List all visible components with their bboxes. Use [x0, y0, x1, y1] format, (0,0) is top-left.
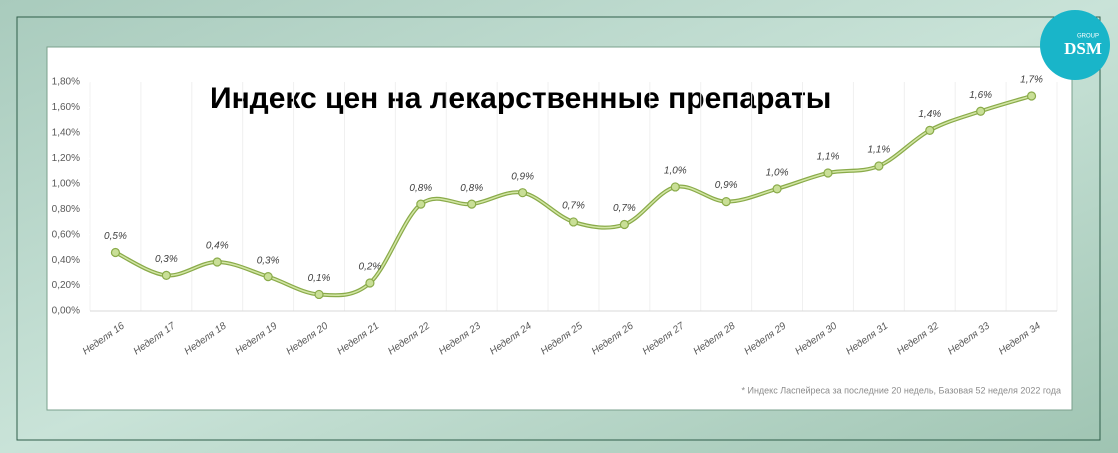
- data-label: 0,7%: [613, 203, 636, 214]
- marker: [670, 182, 680, 192]
- marker: [568, 217, 579, 227]
- logo-text: DSM: [1064, 39, 1102, 58]
- data-label: 0,9%: [511, 171, 534, 182]
- y-tick-label: 1,00%: [52, 178, 80, 189]
- data-label: 1,0%: [766, 168, 789, 179]
- marker: [874, 161, 884, 171]
- data-label: 0,4%: [206, 241, 229, 252]
- y-tick-label: 1,40%: [52, 128, 80, 139]
- y-tick-label: 1,60%: [52, 102, 80, 113]
- marker: [314, 289, 324, 300]
- marker: [721, 196, 731, 207]
- y-tick-label: 0,20%: [52, 280, 80, 291]
- y-tick-label: 0,80%: [52, 204, 80, 215]
- marker: [823, 168, 833, 178]
- marker: [976, 106, 986, 116]
- marker: [416, 199, 426, 209]
- data-label: 0,7%: [562, 201, 585, 212]
- marker: [518, 188, 528, 198]
- data-label: 0,1%: [308, 273, 331, 284]
- marker: [161, 270, 171, 280]
- data-label: 1,1%: [867, 145, 890, 156]
- marker: [925, 125, 935, 135]
- panel: [46, 46, 1073, 411]
- data-label: 1,7%: [1020, 75, 1043, 86]
- y-tick-label: 1,20%: [52, 153, 80, 164]
- frame: [16, 16, 1101, 441]
- y-tick-label: 1,80%: [52, 77, 80, 88]
- logo: [1040, 10, 1110, 80]
- logo-subtext: GROUP: [1077, 34, 1099, 40]
- data-label: 0,8%: [409, 183, 432, 194]
- data-label: 0,8%: [460, 183, 483, 194]
- data-label: 1,0%: [664, 166, 687, 177]
- data-label: 0,3%: [155, 254, 178, 265]
- footnote: * Индекс Ласпейреса за последние 20 неде…: [741, 385, 1061, 395]
- data-label: 1,1%: [817, 152, 840, 163]
- marker: [212, 257, 222, 267]
- data-label: 1,4%: [918, 109, 941, 120]
- data-label: 0,2%: [359, 262, 382, 273]
- marker: [467, 199, 477, 209]
- marker: [619, 219, 629, 230]
- marker: [263, 272, 273, 282]
- chart-title: Индекс цен на лекарственные препараты: [210, 82, 831, 115]
- marker: [365, 278, 375, 288]
- y-tick-label: 0,60%: [52, 229, 80, 240]
- data-label: 0,9%: [715, 180, 738, 191]
- data-label: 0,3%: [257, 255, 280, 266]
- data-label: 1,6%: [969, 90, 992, 101]
- marker: [772, 184, 782, 194]
- marker: [110, 247, 121, 258]
- y-tick-label: 0,40%: [52, 255, 80, 266]
- marker: [1026, 91, 1037, 101]
- data-label: 0,5%: [104, 231, 127, 242]
- y-tick-label: 0,00%: [52, 306, 80, 317]
